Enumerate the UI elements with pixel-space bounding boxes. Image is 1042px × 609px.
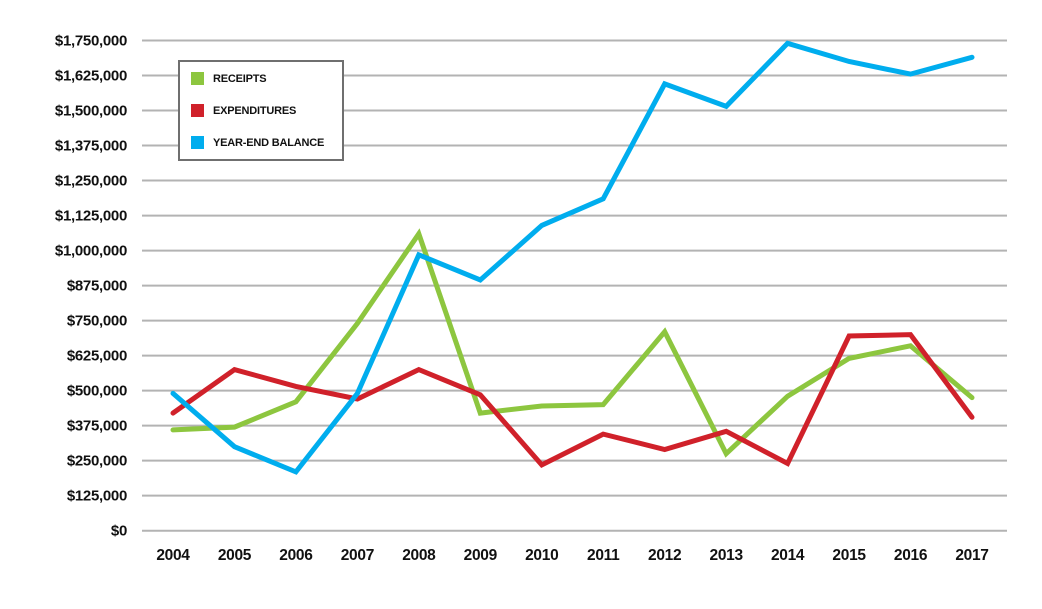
legend-label-receipts: RECEIPTS <box>213 72 267 85</box>
x-tick-label: 2016 <box>894 547 928 564</box>
y-tick-label: $1,250,000 <box>55 173 127 190</box>
receipts-swatch-icon <box>191 72 204 85</box>
legend-label-balance: YEAR-END BALANCE <box>213 136 325 149</box>
x-tick-label: 2013 <box>710 547 744 564</box>
x-tick-label: 2012 <box>648 547 681 564</box>
y-axis-labels: $0 $125,000 $250,000 $375,000 $500,000 $625,0… <box>55 33 127 540</box>
x-tick-label: 2015 <box>832 547 866 564</box>
y-tick-label: $750,000 <box>67 313 127 330</box>
y-tick-label: $1,750,000 <box>55 33 127 50</box>
legend: RECEIPTS EXPENDITURES YEAR-END BALANCE <box>178 60 344 161</box>
x-tick-label: 2007 <box>341 547 374 564</box>
y-tick-label: $375,000 <box>67 418 127 435</box>
x-tick-label: 2017 <box>955 547 988 564</box>
x-tick-label: 2004 <box>156 547 190 564</box>
series-line-receipts <box>170 228 975 458</box>
series-line-expenditures <box>170 332 975 469</box>
y-tick-label: $875,000 <box>67 278 127 295</box>
x-tick-label: 2011 <box>587 547 620 564</box>
x-tick-label: 2010 <box>525 547 558 564</box>
series-line-year-end-balance <box>170 40 975 475</box>
y-tick-label: $500,000 <box>67 383 127 400</box>
y-tick-label: $1,000,000 <box>55 243 127 260</box>
y-tick-label: $1,125,000 <box>55 208 127 225</box>
legend-item-receipts: RECEIPTS <box>191 72 342 85</box>
legend-label-expenditures: EXPENDITURES <box>213 104 297 117</box>
y-tick-label: $625,000 <box>67 348 127 365</box>
y-tick-label: $250,000 <box>67 453 127 470</box>
legend-item-balance: YEAR-END BALANCE <box>191 136 342 149</box>
legend-item-expenditures: EXPENDITURES <box>191 104 342 117</box>
expenditures-swatch-icon <box>191 104 204 117</box>
x-tick-label: 2009 <box>464 547 498 564</box>
x-tick-label: 2006 <box>279 547 313 564</box>
x-tick-label: 2008 <box>402 547 436 564</box>
y-tick-label: $1,500,000 <box>55 103 127 120</box>
year-end-balance-swatch-icon <box>191 136 204 149</box>
x-tick-label: 2005 <box>218 547 252 564</box>
x-tick-label: 2014 <box>771 547 805 564</box>
y-tick-label: $1,375,000 <box>55 138 127 155</box>
y-tick-label: $1,625,000 <box>55 68 127 85</box>
y-tick-label: $0 <box>111 523 127 540</box>
x-axis-labels: 2004 2005 2006 2007 2008 2009 2010 2011 2012 2013… <box>156 547 989 564</box>
y-tick-label: $125,000 <box>67 488 127 505</box>
